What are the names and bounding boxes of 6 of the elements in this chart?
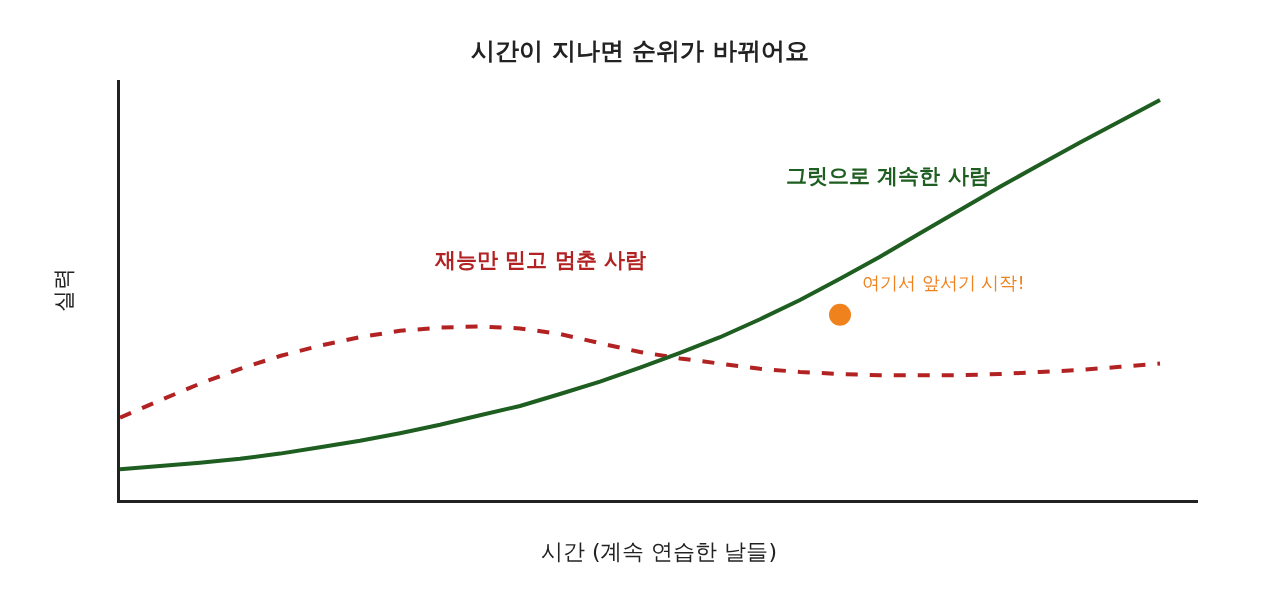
y-axis-title: 실력 (50, 268, 76, 312)
annotation: 여기서 앞서기 시작! (862, 272, 1025, 293)
series-label: 그릿으로 계속한 사람 (786, 164, 990, 188)
x-axis-title: 시간 (계속 연습한 날들) (540, 539, 778, 565)
chart-title: 시간이 지나면 순위가 바뀌어요 (471, 36, 809, 65)
text: 재능만 믿고 멈춘 사람 (434, 248, 646, 272)
